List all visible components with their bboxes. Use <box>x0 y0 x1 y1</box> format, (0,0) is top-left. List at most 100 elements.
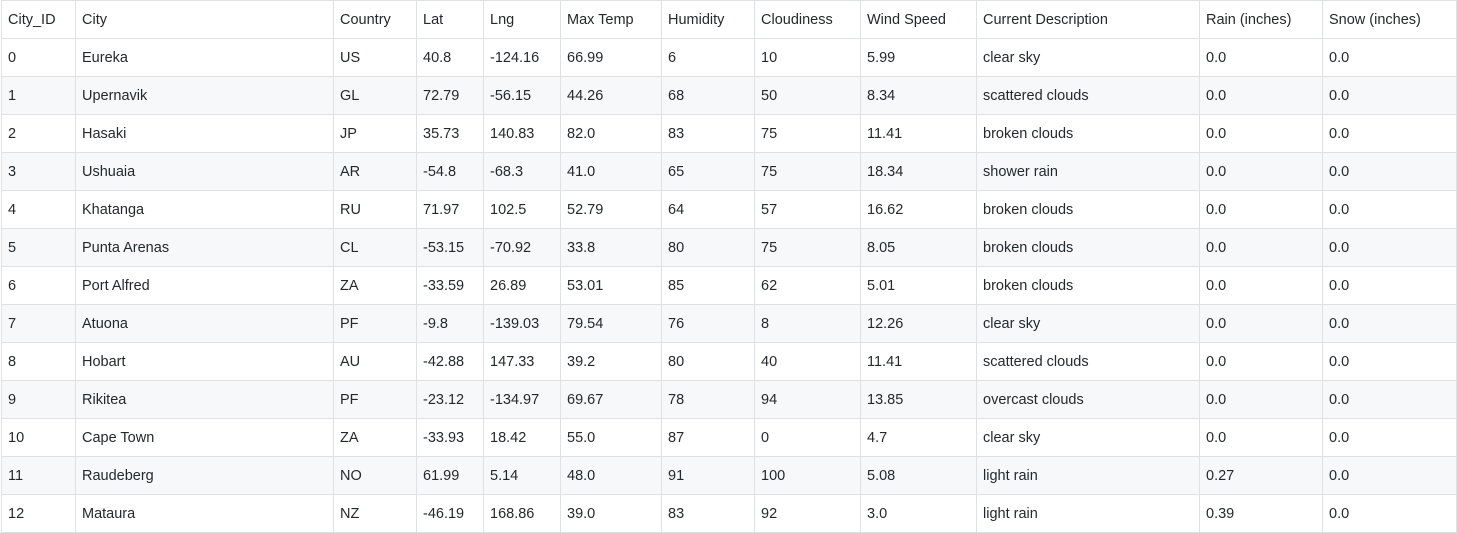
table-cell-cloudiness: 10 <box>754 38 861 77</box>
table-cell-lng: -124.16 <box>483 38 561 77</box>
table-cell-snow: 0.0 <box>1322 228 1457 267</box>
table-cell-lat: -54.8 <box>416 152 484 191</box>
table-cell-lng: -139.03 <box>483 304 561 343</box>
table-cell-lng: 140.83 <box>483 114 561 153</box>
table-row: 5 Punta Arenas CL -53.15 -70.92 33.8 80 75 8.05 b… <box>1 228 1457 267</box>
table-cell-snow: 0.0 <box>1322 456 1457 495</box>
table-cell-rain: 0.39 <box>1199 494 1323 533</box>
table-cell-rain: 0.0 <box>1199 114 1323 153</box>
table-cell-cloudiness: 50 <box>754 76 861 115</box>
column-header-cloudiness: Cloudiness <box>754 0 861 39</box>
table-cell-country: US <box>333 38 417 77</box>
table-row: 12 Mataura NZ -46.19 168.86 39.0 83 92 3.0 light … <box>1 494 1457 533</box>
table-cell-lng: -56.15 <box>483 76 561 115</box>
table-cell-max-temp: 41.0 <box>560 152 662 191</box>
table-row: 1 Upernavik GL 72.79 -56.15 44.26 68 50 8.34 scat… <box>1 76 1457 115</box>
column-header-city: City <box>75 0 334 39</box>
table-cell-rain: 0.0 <box>1199 38 1323 77</box>
table-cell-wind-speed: 18.34 <box>860 152 977 191</box>
table-cell-max-temp: 33.8 <box>560 228 662 267</box>
column-header-country: Country <box>333 0 417 39</box>
table-cell-wind-speed: 5.99 <box>860 38 977 77</box>
table-cell-current-description: clear sky <box>976 304 1200 343</box>
table-cell-lng: 18.42 <box>483 418 561 457</box>
table-cell-humidity: 83 <box>661 494 755 533</box>
table-cell-current-description: broken clouds <box>976 114 1200 153</box>
table-cell-humidity: 87 <box>661 418 755 457</box>
table-cell-lat: -53.15 <box>416 228 484 267</box>
table-row: 6 Port Alfred ZA -33.59 26.89 53.01 85 62 5.01 br… <box>1 266 1457 305</box>
table-cell-city-id: 2 <box>1 114 76 153</box>
table-cell-rain: 0.27 <box>1199 456 1323 495</box>
table-cell-city: Ushuaia <box>75 152 334 191</box>
table-cell-city-id: 3 <box>1 152 76 191</box>
table-cell-snow: 0.0 <box>1322 266 1457 305</box>
table-cell-city: Atuona <box>75 304 334 343</box>
table-cell-city: Port Alfred <box>75 266 334 305</box>
table-cell-lat: 35.73 <box>416 114 484 153</box>
table-cell-country: ZA <box>333 266 417 305</box>
column-header-wind-speed: Wind Speed <box>860 0 977 39</box>
table-cell-wind-speed: 3.0 <box>860 494 977 533</box>
table-cell-max-temp: 55.0 <box>560 418 662 457</box>
table-cell-snow: 0.0 <box>1322 76 1457 115</box>
table-cell-wind-speed: 4.7 <box>860 418 977 457</box>
table-cell-rain: 0.0 <box>1199 380 1323 419</box>
table-cell-lat: -46.19 <box>416 494 484 533</box>
table-cell-cloudiness: 75 <box>754 228 861 267</box>
table-cell-current-description: broken clouds <box>976 266 1200 305</box>
table-cell-humidity: 83 <box>661 114 755 153</box>
table-cell-rain: 0.0 <box>1199 228 1323 267</box>
table-cell-current-description: light rain <box>976 494 1200 533</box>
table-cell-cloudiness: 0 <box>754 418 861 457</box>
table-cell-cloudiness: 75 <box>754 152 861 191</box>
table-cell-city: Hobart <box>75 342 334 381</box>
table-cell-wind-speed: 8.34 <box>860 76 977 115</box>
table-cell-wind-speed: 8.05 <box>860 228 977 267</box>
table-cell-city-id: 12 <box>1 494 76 533</box>
table-cell-lat: -33.59 <box>416 266 484 305</box>
table-cell-lat: 61.99 <box>416 456 484 495</box>
table-cell-snow: 0.0 <box>1322 114 1457 153</box>
table-cell-lng: -70.92 <box>483 228 561 267</box>
table-cell-city-id: 4 <box>1 190 76 229</box>
table-cell-lng: 147.33 <box>483 342 561 381</box>
column-header-rain: Rain (inches) <box>1199 0 1323 39</box>
table-cell-wind-speed: 16.62 <box>860 190 977 229</box>
table-cell-city-id: 10 <box>1 418 76 457</box>
table-cell-max-temp: 79.54 <box>560 304 662 343</box>
column-header-lat: Lat <box>416 0 484 39</box>
table-cell-city: Cape Town <box>75 418 334 457</box>
table-cell-city: Hasaki <box>75 114 334 153</box>
table-cell-city-id: 0 <box>1 38 76 77</box>
table-cell-cloudiness: 94 <box>754 380 861 419</box>
table-cell-cloudiness: 92 <box>754 494 861 533</box>
column-header-current-description: Current Description <box>976 0 1200 39</box>
table-cell-country: NO <box>333 456 417 495</box>
table-cell-cloudiness: 100 <box>754 456 861 495</box>
table-cell-lat: 72.79 <box>416 76 484 115</box>
table-cell-current-description: broken clouds <box>976 190 1200 229</box>
table-cell-humidity: 80 <box>661 228 755 267</box>
table-cell-max-temp: 69.67 <box>560 380 662 419</box>
table-cell-humidity: 91 <box>661 456 755 495</box>
table-cell-max-temp: 48.0 <box>560 456 662 495</box>
table-cell-snow: 0.0 <box>1322 342 1457 381</box>
table-cell-current-description: broken clouds <box>976 228 1200 267</box>
table-cell-city: Eureka <box>75 38 334 77</box>
table-cell-max-temp: 66.99 <box>560 38 662 77</box>
table-cell-current-description: light rain <box>976 456 1200 495</box>
table-cell-rain: 0.0 <box>1199 266 1323 305</box>
table-cell-wind-speed: 5.08 <box>860 456 977 495</box>
table-cell-humidity: 65 <box>661 152 755 191</box>
table-cell-current-description: clear sky <box>976 418 1200 457</box>
table-cell-country: ZA <box>333 418 417 457</box>
table-cell-current-description: overcast clouds <box>976 380 1200 419</box>
table-row: 2 Hasaki JP 35.73 140.83 82.0 83 75 11.41 broken … <box>1 114 1457 153</box>
column-header-snow: Snow (inches) <box>1322 0 1457 39</box>
table-cell-country: AR <box>333 152 417 191</box>
table-row: 3 Ushuaia AR -54.8 -68.3 41.0 65 75 18.34 shower … <box>1 152 1457 191</box>
table-cell-rain: 0.0 <box>1199 418 1323 457</box>
table-cell-city-id: 1 <box>1 76 76 115</box>
